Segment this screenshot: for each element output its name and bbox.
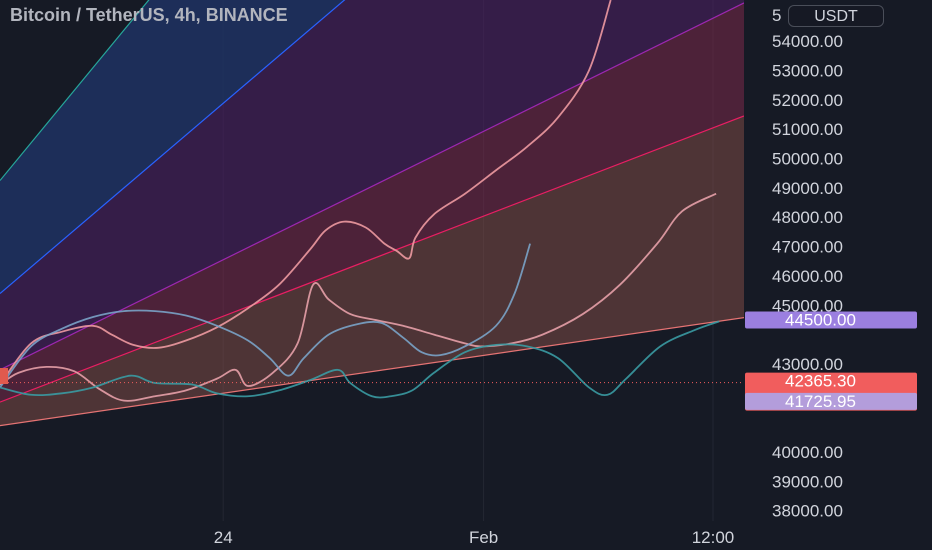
band-3 bbox=[0, 0, 744, 370]
ray-2 bbox=[0, 115, 744, 403]
series-path-2 bbox=[0, 0, 612, 386]
band-1 bbox=[0, 115, 744, 426]
y-tick-label: 45000.00 bbox=[772, 296, 843, 315]
last-candle bbox=[0, 368, 8, 384]
fan-rays bbox=[0, 0, 744, 427]
y-tick-label: 52000.00 bbox=[772, 91, 843, 110]
series-path-4 bbox=[0, 320, 720, 399]
y-tick-label: 38000.00 bbox=[772, 502, 843, 521]
y-tick-label: 39000.00 bbox=[772, 472, 843, 491]
series-path-3 bbox=[0, 243, 531, 388]
band-2 bbox=[0, 2, 744, 403]
y-tick-label: 53000.00 bbox=[772, 61, 843, 80]
price-axis[interactable]: 38000.00 39000.00 40000.00 43000.00 45000.00… bbox=[772, 6, 843, 521]
y-tick-label: 54000.00 bbox=[772, 32, 843, 51]
x-tick-label: 12:00 bbox=[692, 528, 735, 547]
y-tick-label: 46000.00 bbox=[772, 267, 843, 286]
y-tick-label: 43000.00 bbox=[772, 355, 843, 374]
ray-3 bbox=[0, 2, 744, 371]
y-tick-label: 49000.00 bbox=[772, 179, 843, 198]
x-tick-label: 24 bbox=[214, 528, 233, 547]
level-tag-label: 44500.00 bbox=[785, 310, 856, 329]
last-price-tag-label: 42365.30 bbox=[785, 372, 856, 391]
lower-tag-label: 41725.95 bbox=[785, 392, 856, 411]
y-tick-label: 47000.00 bbox=[772, 238, 843, 257]
ray-4 bbox=[0, 0, 346, 294]
price-paths bbox=[0, 0, 720, 402]
lower-tag-bg bbox=[745, 392, 917, 410]
chart-title: Bitcoin / TetherUS, 4h, BINANCE bbox=[10, 5, 288, 25]
x-tick-label: Feb bbox=[469, 528, 498, 547]
level-tag-bg bbox=[745, 311, 917, 329]
ray-1 bbox=[0, 316, 744, 427]
ray-5 bbox=[0, 0, 150, 181]
y-tick-label: 48000.00 bbox=[772, 208, 843, 227]
y-tick-label: 40000.00 bbox=[772, 443, 843, 462]
y-tick-label-partial: 5 bbox=[772, 6, 781, 25]
series-path-1 bbox=[0, 192, 717, 402]
time-axis[interactable]: 24 Feb 12:00 bbox=[214, 528, 735, 547]
fan-bands bbox=[0, 0, 744, 426]
y-tick-label: 51000.00 bbox=[772, 120, 843, 139]
currency-unit-button[interactable]: USDT bbox=[788, 5, 884, 27]
y-tick-label: 50000.00 bbox=[772, 150, 843, 169]
